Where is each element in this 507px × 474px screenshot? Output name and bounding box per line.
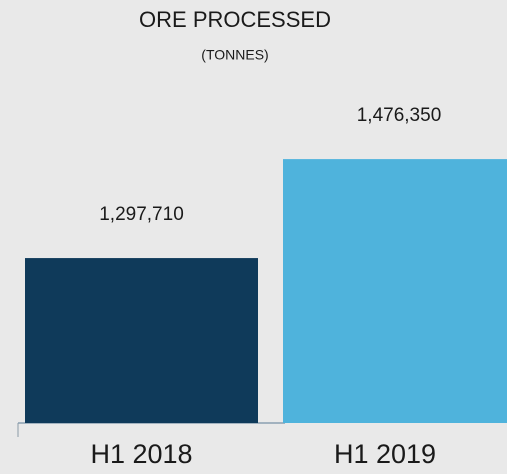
chart-title: ORE PROCESSED (139, 7, 331, 32)
bar (25, 258, 258, 423)
value-label: 1,476,350 (357, 105, 442, 126)
chart-subtitle: (TONNES) (201, 47, 268, 63)
x-tick-label: H1 2019 (334, 439, 436, 469)
x-tick-label: H1 2018 (90, 439, 192, 469)
bar (283, 159, 507, 423)
value-label: 1,297,710 (99, 204, 184, 225)
